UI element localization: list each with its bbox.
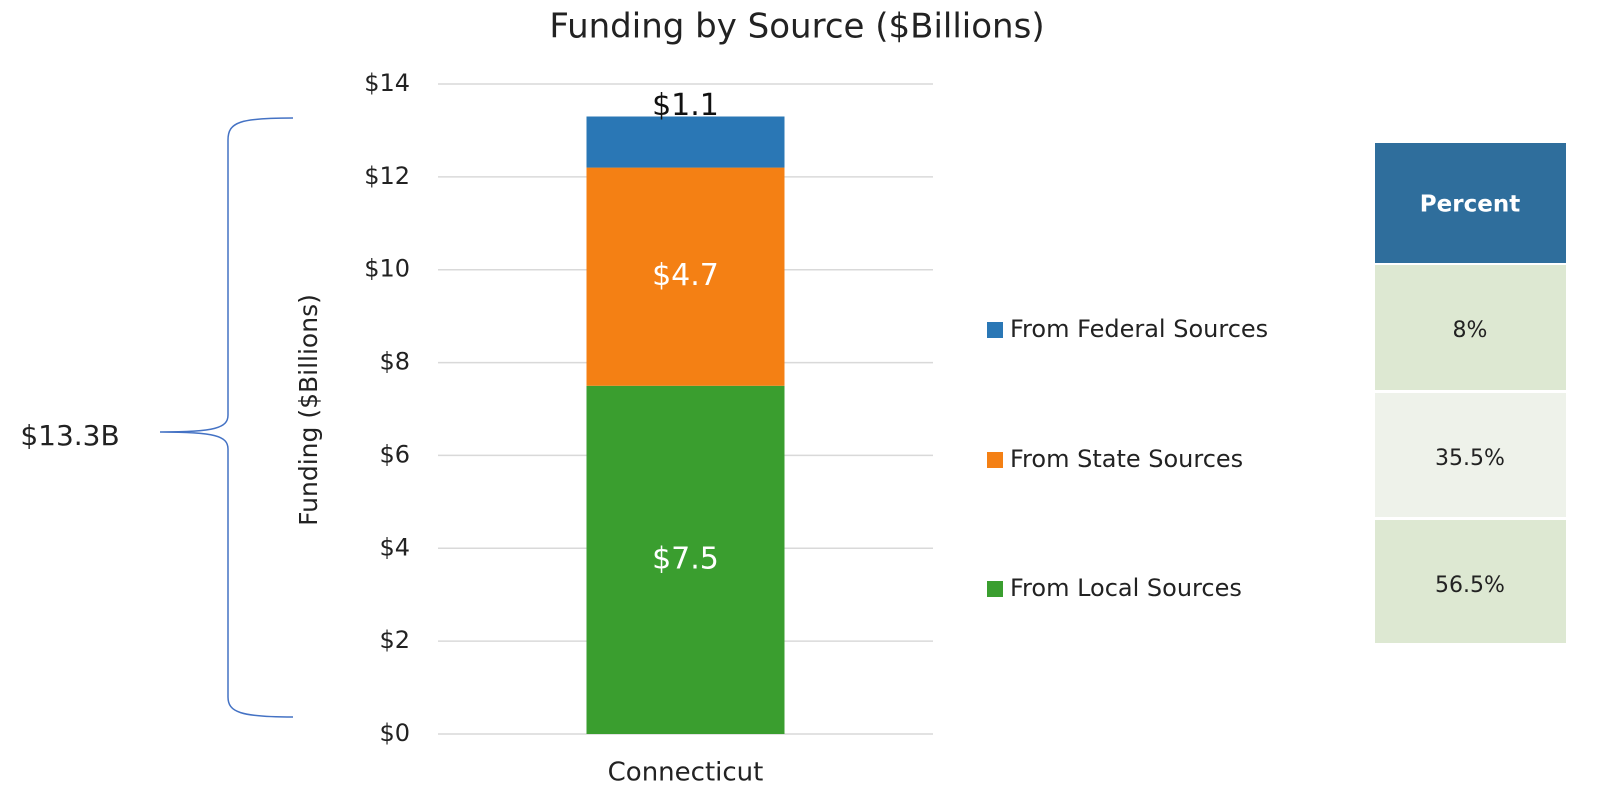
legend-label: From Federal Sources [1010,315,1268,343]
table-header-cell [1375,143,1566,263]
y-tick-label: $10 [364,255,410,283]
legend-label: From State Sources [1010,445,1243,473]
table-value: 35.5% [1435,446,1505,471]
table-cell [1375,520,1566,643]
y-axis-label: Funding ($Billions) [294,294,323,526]
value-label: $1.1 [652,88,719,123]
legend-swatch [987,322,1003,338]
y-tick-label: $12 [364,162,410,190]
y-tick-label: $4 [379,533,410,561]
table-value: 56.5% [1435,573,1505,598]
bar-segment [586,116,785,168]
table-value: 8% [1453,318,1488,343]
brace [159,117,294,718]
legend-swatch [987,581,1003,597]
x-tick-label: Connecticut [608,758,764,788]
table-cell [1375,265,1566,390]
value-label: $7.5 [652,541,719,576]
table-cell [1375,393,1566,517]
chart-title: Funding by Source ($Billions) [549,7,1044,47]
legend-label: From Local Sources [1010,574,1242,602]
y-tick-label: $6 [379,440,410,468]
total-annotation: $13.3B [20,419,119,452]
y-tick-label: $8 [379,348,410,376]
y-tick-label: $0 [379,719,410,747]
table-header: Percent [1420,192,1520,218]
bar-segment [586,385,785,734]
value-label: $4.7 [652,258,719,293]
legend-swatch [987,452,1003,468]
bar-segment [586,167,785,386]
y-tick-label: $14 [364,69,410,97]
y-tick-label: $2 [379,626,410,654]
